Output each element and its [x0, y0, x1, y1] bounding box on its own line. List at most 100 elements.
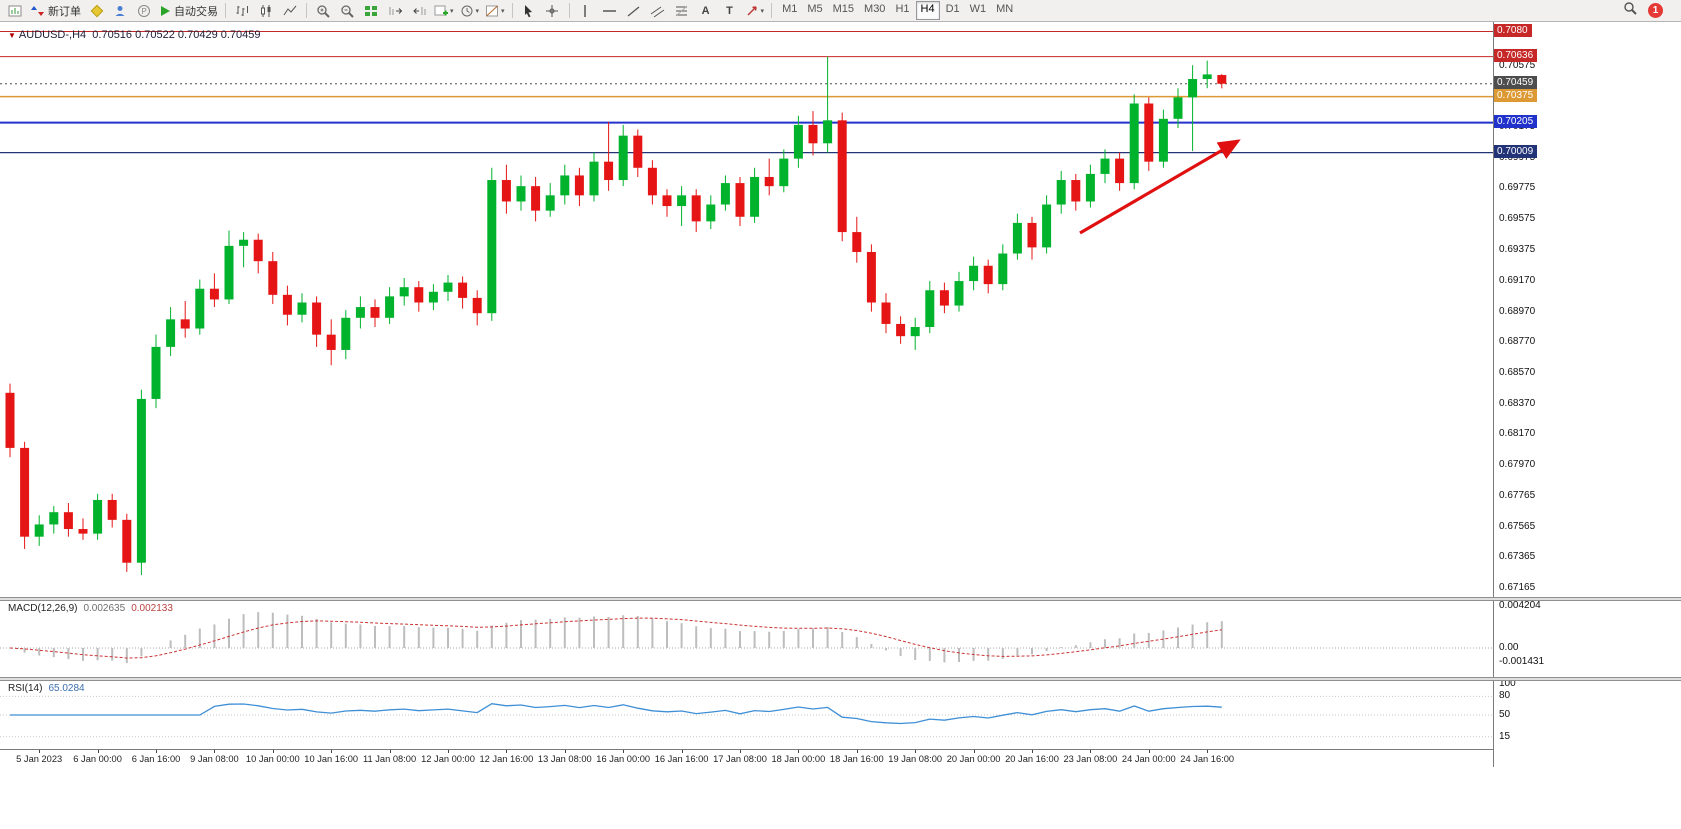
- candle: [282, 285, 292, 326]
- periods-button[interactable]: ▾: [458, 2, 482, 20]
- price-axis-label: 0.68770: [1499, 336, 1536, 348]
- bar-chart-icon: [236, 5, 248, 16]
- candle: [589, 152, 599, 202]
- chevron-down-icon: ▾: [450, 7, 454, 15]
- time-axis-label: 16 Jan 16:00: [654, 754, 709, 764]
- line-chart-icon: [283, 5, 296, 15]
- candle: [1100, 149, 1110, 184]
- candle: [63, 503, 73, 537]
- timeframe-d1[interactable]: D1: [945, 3, 960, 15]
- timeframe-w1[interactable]: W1: [969, 3, 987, 15]
- price-axis-label: 0.70575: [1499, 60, 1536, 71]
- candle: [823, 56, 833, 153]
- time-axis-label: 18 Jan 00:00: [771, 754, 826, 764]
- main-chart-panel[interactable]: ▼ AUDUSD-,H4 0.70516 0.70522 0.70429 0.70…: [0, 22, 1493, 597]
- auto-scroll-button[interactable]: [384, 2, 406, 20]
- chart-ohlc-values: 0.70516 0.70522 0.70429 0.70459: [92, 29, 261, 41]
- metaeditor-button[interactable]: [85, 2, 107, 20]
- rsi-header: RSI(14) 65.0284: [8, 683, 85, 694]
- horizontal-line-button[interactable]: [599, 2, 621, 20]
- candle: [93, 493, 103, 540]
- price-line-badge: 0.70009: [1494, 144, 1538, 158]
- new-chart-button[interactable]: [4, 2, 26, 20]
- timeframe-h4[interactable]: H4: [915, 1, 940, 20]
- rsi-panel[interactable]: [0, 681, 1493, 749]
- trendline-button[interactable]: [623, 2, 645, 20]
- candle: [750, 167, 760, 223]
- chart-shift-button[interactable]: [408, 2, 430, 20]
- price-axis-label: 0.68570: [1499, 366, 1536, 378]
- trend-arrow[interactable]: [1079, 139, 1241, 235]
- time-axis-tick: [97, 750, 99, 753]
- timeframe-h1[interactable]: H1: [895, 3, 910, 15]
- macd-panel[interactable]: [0, 601, 1493, 677]
- tile-windows-button[interactable]: [360, 2, 382, 20]
- cursor-icon: [525, 4, 533, 17]
- time-axis-label: 19 Jan 08:00: [888, 754, 943, 764]
- text-label-button[interactable]: T: [726, 4, 733, 17]
- price-line-badge: 0.70459: [1494, 75, 1538, 89]
- vertical-line-icon: [584, 4, 586, 17]
- candle: [954, 271, 964, 312]
- time-axis-tick: [740, 750, 741, 753]
- candle: [195, 279, 205, 335]
- candle: [706, 195, 716, 230]
- new-order-label: 新订单: [48, 5, 81, 18]
- channel-icon: [650, 6, 665, 17]
- candle: [326, 319, 336, 366]
- price-axis[interactable]: 0.705750.703750.701750.699750.697750.695…: [1493, 22, 1681, 767]
- new-order-button[interactable]: 新订单: [28, 2, 83, 20]
- indicators-button[interactable]: ▾: [432, 2, 456, 20]
- profile-button[interactable]: P: [133, 2, 155, 20]
- price-axis-label: 0.67765: [1499, 490, 1536, 502]
- candle: [910, 317, 920, 350]
- templates-button[interactable]: ▾: [483, 2, 507, 20]
- rsi-axis-label: 80: [1499, 690, 1511, 702]
- timeframe-m15[interactable]: M15: [832, 3, 855, 15]
- channel-button[interactable]: [647, 2, 669, 20]
- notification-badge[interactable]: 1: [1648, 3, 1663, 18]
- panel-resize-handle[interactable]: [0, 677, 1681, 681]
- time-axis[interactable]: 5 Jan 2023 6 Jan 00:00 6 Jan 16:00 9 Jan 08…: [0, 749, 1493, 768]
- zoom-in-button[interactable]: [312, 2, 334, 20]
- autotrading-button[interactable]: 自动交易: [157, 2, 220, 20]
- arrows-button[interactable]: ▾: [743, 2, 767, 20]
- timeframe-m30[interactable]: M30: [864, 3, 886, 15]
- arrow-object-icon: [747, 5, 757, 15]
- search-icon[interactable]: [1623, 1, 1638, 20]
- market-button[interactable]: [109, 2, 131, 20]
- timeframe-m5[interactable]: M5: [807, 3, 823, 15]
- horizontal-line-icon: [603, 9, 617, 12]
- toolbar-right: 1: [1623, 1, 1677, 20]
- candle: [443, 274, 453, 301]
- indicators-icon: [434, 5, 448, 15]
- macd-axis-label: 0.00: [1499, 642, 1519, 653]
- timeframe-mn[interactable]: MN: [996, 3, 1014, 15]
- candle: [136, 389, 146, 575]
- candle: [414, 281, 424, 312]
- timeframe-m1[interactable]: M1: [782, 3, 798, 15]
- price-line-badge: 0.70375: [1494, 88, 1538, 102]
- price-axis-label: 0.69375: [1499, 243, 1536, 255]
- price-chart-canvas[interactable]: [0, 22, 1493, 597]
- time-axis-tick: [506, 750, 508, 753]
- toolbar-separator: [225, 3, 226, 18]
- cursor-button[interactable]: [518, 2, 540, 20]
- candle: [1085, 164, 1095, 208]
- candle: [107, 493, 117, 528]
- zoom-out-button[interactable]: [336, 2, 358, 20]
- zoom-out-icon: [340, 4, 354, 18]
- panel-resize-handle[interactable]: [0, 597, 1681, 601]
- autotrading-play-icon: [161, 5, 170, 16]
- crosshair-button[interactable]: [542, 2, 564, 20]
- candlestick-chart-button[interactable]: [255, 2, 277, 20]
- line-chart-button[interactable]: [279, 2, 301, 20]
- text-button[interactable]: A: [701, 4, 710, 17]
- fibonacci-button[interactable]: [671, 2, 693, 20]
- candle: [1202, 60, 1212, 89]
- vertical-line-button[interactable]: [575, 2, 597, 20]
- clock-icon: [461, 5, 473, 16]
- macd-main-value: 0.002635: [83, 603, 126, 614]
- macd-axis-label: -0.001431: [1499, 656, 1545, 668]
- bar-chart-button[interactable]: [231, 2, 253, 20]
